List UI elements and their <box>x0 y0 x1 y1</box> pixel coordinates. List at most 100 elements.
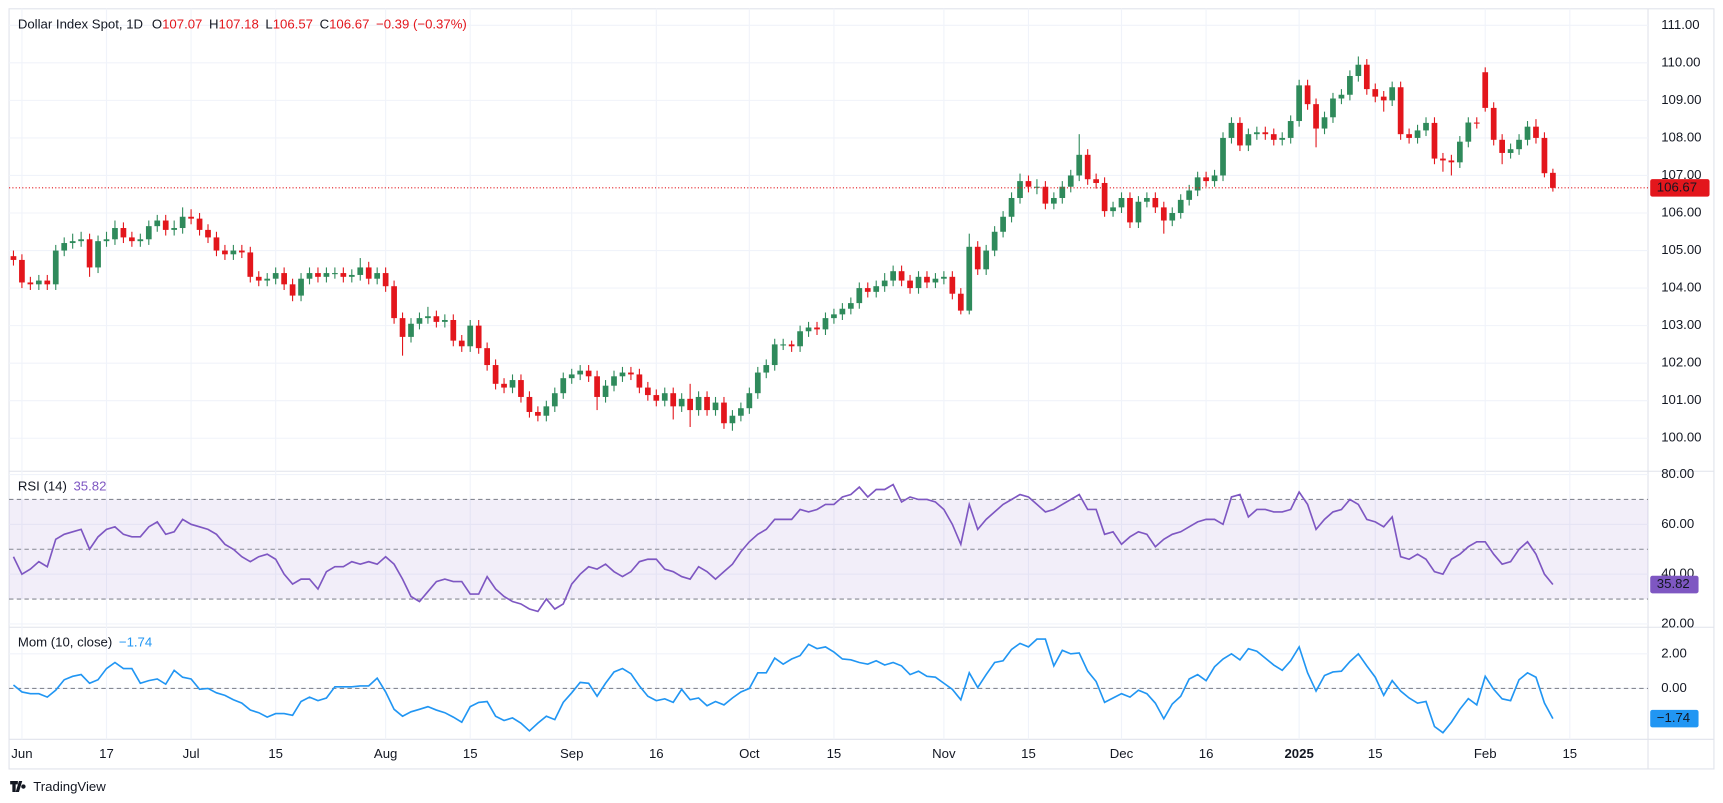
candle-body <box>1313 104 1319 129</box>
legend-header: Dollar Index Spot, 1D O107.07 H107.18 L106.… <box>18 17 467 32</box>
candle-body <box>145 226 152 240</box>
x-tick-label: 16 <box>649 746 664 761</box>
candle-body <box>644 387 651 396</box>
candle-body <box>196 218 203 230</box>
candle-body <box>1127 197 1133 223</box>
candle-body <box>1448 160 1455 163</box>
ohlc-prefix: O <box>152 17 162 32</box>
candle-body <box>881 280 888 287</box>
candle-body <box>551 393 558 407</box>
candle-body <box>1406 134 1412 138</box>
candle-body <box>298 278 304 296</box>
candle-body <box>1042 186 1049 204</box>
candle-body <box>264 278 271 281</box>
candle-body <box>560 378 567 394</box>
candle-body <box>678 398 685 407</box>
candle-body <box>941 276 947 279</box>
y-tick-label: 109.00 <box>1661 92 1701 107</box>
candle-body <box>822 318 829 330</box>
candle-body <box>1034 186 1040 188</box>
candle-body <box>154 220 161 227</box>
labels: Jun 17 Jul 15 Aug 15 Sep 16 Oct 15 Nov 15 Dec 16 2025 1… <box>11 17 1710 761</box>
chart-frame <box>8 8 1715 770</box>
candle-body <box>416 318 423 324</box>
candle-body <box>771 344 778 366</box>
candle-body <box>86 239 93 268</box>
candle-body <box>1279 137 1286 140</box>
x-tick-label: 15 <box>1562 746 1577 761</box>
ohlc-prefix: C <box>320 17 330 32</box>
candle-body <box>1330 98 1336 118</box>
candle-body <box>1025 181 1032 187</box>
candle-body <box>281 273 287 285</box>
x-tick-label: 15 <box>1021 746 1036 761</box>
candle-body <box>1144 197 1150 202</box>
candle-body <box>1101 182 1108 212</box>
candle-body <box>306 273 313 279</box>
candle-body <box>695 396 702 411</box>
candle-body <box>1084 154 1091 180</box>
candle-body <box>1017 181 1023 198</box>
candle-body <box>712 402 719 411</box>
candle-body <box>95 241 101 268</box>
candle-body <box>847 303 854 309</box>
candle-body <box>746 393 753 409</box>
x-tick-label: 16 <box>1199 746 1214 761</box>
candle-body <box>1152 197 1159 208</box>
y-tick-label: 107.00 <box>1661 167 1701 182</box>
candle-body <box>78 239 84 242</box>
candle-body <box>704 396 710 411</box>
candle-body <box>721 402 727 424</box>
candle-body <box>864 288 871 292</box>
candle-body <box>315 273 321 277</box>
indicator-line <box>12 638 1554 734</box>
candle-body <box>797 331 803 347</box>
candle-body <box>44 280 51 285</box>
candle-body <box>602 385 609 397</box>
candle-body <box>323 273 330 277</box>
candle-body <box>831 314 837 319</box>
candle-body <box>1355 64 1362 76</box>
y-tick-label: 103.00 <box>1661 317 1701 332</box>
x-tick-label: 17 <box>99 746 114 761</box>
candle-body <box>1000 216 1006 232</box>
candle-body <box>932 278 939 283</box>
y-tick-label: 0.00 <box>1661 680 1687 695</box>
candle-body <box>890 271 896 281</box>
candle-body <box>1093 179 1099 183</box>
candle-body <box>577 370 584 375</box>
candle-body <box>112 228 118 240</box>
y-tick-label: 2.00 <box>1661 645 1687 660</box>
candle-body <box>1389 87 1396 101</box>
candle-body <box>213 237 220 251</box>
candle-body <box>839 308 846 315</box>
y-tick-label: 108.00 <box>1661 129 1701 144</box>
indicator-value: 35.82 <box>73 479 106 494</box>
candle-body <box>670 393 677 407</box>
candle-body <box>408 323 414 337</box>
candle-body <box>1050 197 1057 204</box>
candle-body <box>52 250 59 285</box>
indicator-name: RSI (14) <box>18 479 67 494</box>
candle-body <box>907 280 913 289</box>
candle-body <box>492 365 499 384</box>
candle-body <box>120 228 127 238</box>
candle-body <box>61 243 68 251</box>
candle-body <box>391 286 397 319</box>
candle-body <box>814 327 820 330</box>
y-tick-label: 102.00 <box>1661 355 1701 370</box>
candle-body <box>289 284 296 296</box>
candle-body <box>340 273 347 277</box>
candle-body <box>1431 122 1438 159</box>
candle-body <box>205 229 211 238</box>
candle-body <box>484 348 490 366</box>
change-label: −0.39 (−0.37%) <box>376 17 467 32</box>
candle-body <box>1347 75 1353 95</box>
indicator-value-box <box>1650 709 1699 728</box>
candle-body <box>687 398 693 411</box>
candle-body <box>1499 139 1505 153</box>
candle-body <box>69 241 76 244</box>
x-tick-label: Feb <box>1474 746 1497 761</box>
candle-body <box>1059 186 1066 198</box>
